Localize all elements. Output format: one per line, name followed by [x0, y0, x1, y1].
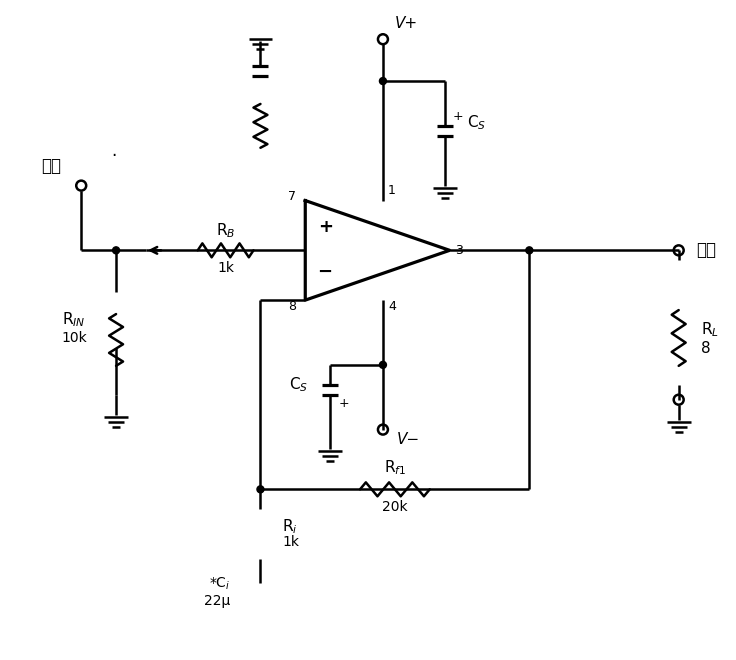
Text: R$_{f1}$: R$_{f1}$	[383, 458, 406, 477]
Text: V−: V−	[397, 432, 420, 447]
Text: 4: 4	[388, 300, 396, 313]
Text: 10k: 10k	[61, 331, 87, 345]
Text: 22μ: 22μ	[205, 594, 230, 608]
Text: 7: 7	[289, 189, 297, 203]
Text: R$_{IN}$: R$_{IN}$	[63, 311, 86, 329]
Text: C$_S$: C$_S$	[467, 114, 486, 132]
Text: V+: V+	[395, 16, 418, 31]
Text: 8: 8	[289, 300, 297, 313]
Circle shape	[380, 362, 386, 368]
Text: R$_L$
8: R$_L$ 8	[701, 320, 718, 356]
Text: 输入: 输入	[41, 156, 61, 175]
Text: 1k: 1k	[217, 261, 234, 275]
Text: −: −	[318, 263, 333, 281]
Circle shape	[257, 486, 264, 493]
Text: +: +	[318, 218, 333, 236]
Circle shape	[380, 78, 386, 84]
Text: R$_B$: R$_B$	[216, 221, 236, 240]
Circle shape	[113, 247, 119, 254]
Text: +: +	[338, 397, 349, 410]
Circle shape	[526, 247, 533, 254]
Text: 20k: 20k	[382, 500, 408, 514]
Text: 输出: 输出	[696, 242, 717, 259]
Text: R$_i$: R$_i$	[283, 517, 298, 535]
Text: 1: 1	[388, 183, 396, 197]
Text: C$_S$: C$_S$	[289, 376, 308, 394]
Text: +: +	[453, 110, 463, 123]
Text: 1k: 1k	[283, 535, 300, 549]
Text: 3: 3	[455, 244, 462, 257]
Text: ·: ·	[111, 147, 116, 165]
Text: *C$_i$: *C$_i$	[209, 576, 230, 592]
